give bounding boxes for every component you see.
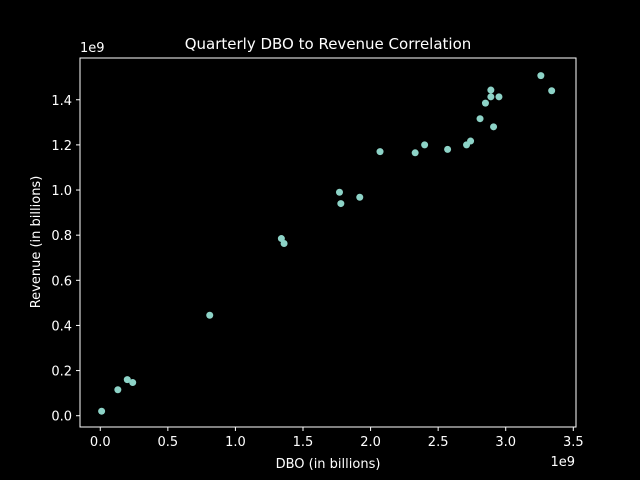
data-point-21 xyxy=(495,93,503,101)
data-point-2 xyxy=(123,376,131,384)
x-tick-label-5: 2.5 xyxy=(428,435,449,450)
y-tick-label-1: 0.2 xyxy=(51,365,72,380)
y-tick-label-0: 0.0 xyxy=(51,410,72,425)
x-axis-offset-label: 1e9 xyxy=(550,455,575,470)
x-tick-label-7: 3.5 xyxy=(563,435,584,450)
data-point-22 xyxy=(537,72,545,80)
data-point-18 xyxy=(487,93,495,101)
data-point-12 xyxy=(421,141,429,149)
x-tick-label-4: 2.0 xyxy=(360,435,381,450)
data-point-8 xyxy=(337,200,345,208)
y-tick-label-3: 0.6 xyxy=(51,274,72,289)
x-axis-label: DBO (in billions) xyxy=(276,457,381,472)
x-tick-label-2: 1.0 xyxy=(225,435,246,450)
data-point-6 xyxy=(280,240,288,248)
chart-title: Quarterly DBO to Revenue Correlation xyxy=(185,35,472,53)
data-point-9 xyxy=(356,193,364,201)
data-point-13 xyxy=(444,145,452,153)
x-tick-label-0: 0.0 xyxy=(90,435,111,450)
y-axis-ticks: 0.0 0.2 0.4 0.6 0.8 1.0 1.2 1.4 xyxy=(51,94,80,425)
y-tick-label-4: 0.8 xyxy=(51,229,72,244)
y-tick-label-5: 1.0 xyxy=(51,184,72,199)
data-point-23 xyxy=(548,87,556,95)
data-point-3 xyxy=(129,379,137,387)
data-point-19 xyxy=(487,86,495,94)
data-point-1 xyxy=(114,386,122,394)
data-point-11 xyxy=(411,149,419,157)
x-tick-label-6: 3.0 xyxy=(495,435,516,450)
y-axis-offset-label: 1e9 xyxy=(80,41,105,56)
data-point-17 xyxy=(481,99,489,107)
y-tick-label-2: 0.4 xyxy=(51,319,72,334)
x-tick-label-3: 1.5 xyxy=(293,435,314,450)
x-tick-label-1: 0.5 xyxy=(158,435,179,450)
plot-area-frame xyxy=(79,57,577,428)
data-point-4 xyxy=(206,311,214,319)
data-points xyxy=(98,72,556,415)
y-tick-label-6: 1.2 xyxy=(51,139,72,154)
y-tick-label-7: 1.4 xyxy=(51,94,72,109)
data-point-15 xyxy=(467,137,475,145)
data-point-10 xyxy=(376,148,384,156)
x-axis-ticks: 0.0 0.5 1.0 1.5 2.0 2.5 3.0 3.5 xyxy=(90,427,584,450)
y-axis-label: Revenue (in billions) xyxy=(29,176,44,309)
data-point-20 xyxy=(490,123,498,131)
data-point-0 xyxy=(98,407,106,415)
data-point-7 xyxy=(335,188,343,196)
data-point-16 xyxy=(476,115,484,123)
